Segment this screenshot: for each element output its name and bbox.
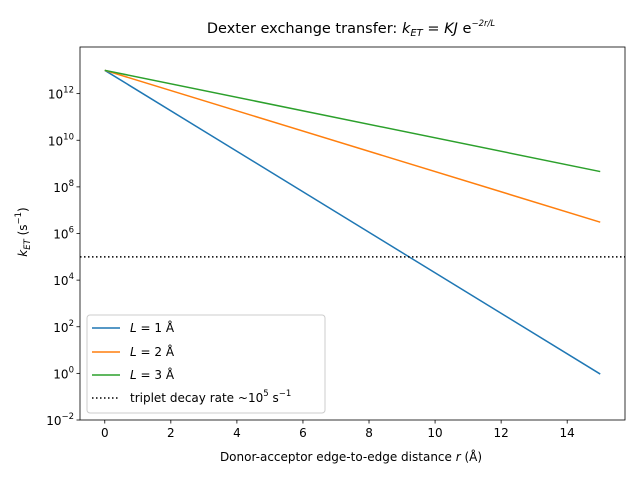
x-tick-label: 14 [560,426,575,440]
x-tick-label: 0 [101,426,109,440]
y-axis: 10−2 100 102 104 106 108 1010 1012 [46,86,80,428]
y-tick-label: 10−2 [46,412,74,428]
y-tick-label: 108 [53,179,74,195]
series-line-l2 [104,69,601,223]
chart-title: Dexter exchange transfer: kET = KJ e−2r/… [207,19,495,39]
x-tick-label: 4 [233,426,241,440]
y-tick-label: 102 [53,319,74,335]
legend-label-l1: L = 1 Å [130,320,175,335]
series-line-l1 [104,69,601,375]
x-tick-label: 2 [167,426,175,440]
x-tick-label: 8 [365,426,373,440]
series-line-l3 [104,69,601,173]
legend-box [86,314,326,414]
y-tick-label: 100 [53,365,74,381]
legend-label-l2: L = 2 Å [130,344,175,359]
y-tick-label: 106 [53,226,74,242]
y-tick-label: 1010 [48,132,74,148]
x-tick-label: 12 [493,426,508,440]
x-tick-label: 10 [427,426,442,440]
legend-label-decay: triplet decay rate ~105 s−1 [130,389,291,405]
y-tick-label: 104 [53,272,74,288]
x-tick-label: 6 [299,426,307,440]
legend-label-l3: L = 3 Å [130,367,175,382]
x-axis: 0 2 4 6 8 10 12 14 [101,420,575,440]
series-layer [104,69,601,375]
x-axis-label: Donor-acceptor edge-to-edge distance r (… [220,449,482,464]
y-tick-label: 1012 [48,86,74,102]
legend: L = 1 Å L = 2 Å L = 3 Å triplet decay ra… [86,314,326,414]
y-axis-label: kET (s−1) [14,207,33,257]
